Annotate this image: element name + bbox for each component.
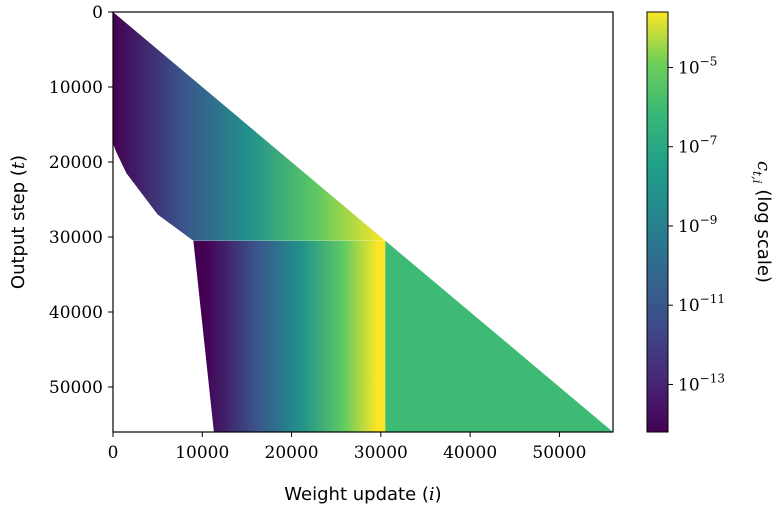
colorbar-tick-label: 10−5 [678, 54, 717, 78]
x-tick-label: 50000 [532, 443, 586, 463]
y-tick-label: 40000 [49, 303, 103, 323]
colorbar-tick-label: 10−7 [678, 134, 717, 158]
boundary-column [382, 240, 386, 432]
heatmap-region-after-boundary [385, 240, 613, 432]
y-tick-label: 20000 [49, 153, 103, 173]
x-axis-label: Weight update (i) [284, 484, 441, 505]
heatmap-region-upper [113, 12, 386, 241]
heatmap-region-lower [193, 240, 386, 432]
y-tick-label: 0 [92, 3, 103, 23]
y-axis: 0 10000 20000 30000 40000 50000 [49, 3, 113, 398]
colorbar-tick-label: 10−11 [678, 292, 725, 316]
colorbar-tick-label: 10−13 [678, 371, 725, 395]
colorbar-gradient-bar [646, 11, 669, 433]
x-axis: 0 10000 20000 30000 40000 50000 [108, 432, 586, 463]
y-axis-label: Output step (t) [8, 155, 29, 289]
x-tick-label: 30000 [354, 443, 408, 463]
colorbar: 10−5 10−7 10−9 10−11 10−13 ct,i (log scale) [646, 11, 774, 433]
y-tick-label: 10000 [49, 78, 103, 98]
y-tick-label: 50000 [49, 378, 103, 398]
x-tick-label: 40000 [443, 443, 497, 463]
y-tick-label: 30000 [49, 228, 103, 248]
x-tick-label: 10000 [175, 443, 229, 463]
x-tick-label: 20000 [265, 443, 319, 463]
colorbar-label: ct,i (log scale) [750, 161, 774, 283]
heatmap-plot [113, 12, 613, 432]
x-tick-label: 0 [108, 443, 119, 463]
colorbar-ticks: 10−5 10−7 10−9 10−11 10−13 [668, 54, 725, 395]
axes-frame [112, 11, 614, 433]
colorbar-tick-label: 10−9 [678, 213, 717, 237]
